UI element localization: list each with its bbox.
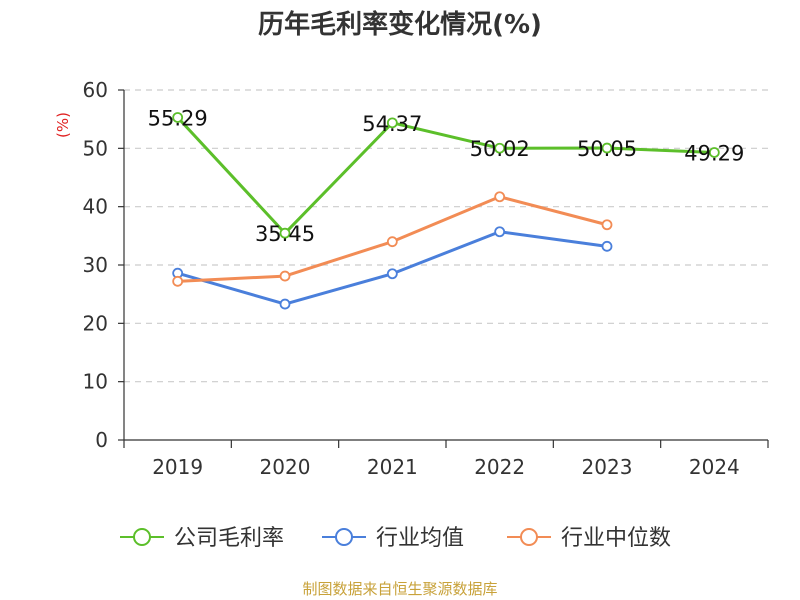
legend-label: 行业均值 [376,526,464,551]
data-point [386,117,398,129]
y-tick-label: 50 [83,136,108,160]
data-point [601,142,613,154]
data-point [601,240,613,252]
data-point [172,112,184,123]
x-tick-label: 2021 [367,455,418,479]
y-tick-label: 10 [83,370,108,394]
data-label: 49.29 [684,141,744,165]
legend-marker [335,528,353,546]
footer-source: 制图数据来自恒生聚源数据库 [302,580,498,598]
y-tick-label: 30 [83,253,108,277]
legend-label: 行业中位数 [561,526,671,551]
data-point [172,275,184,287]
data-point [494,142,506,154]
x-tick-label: 2024 [689,455,740,479]
y-axis-label: (%) [54,112,72,138]
chart-title: 历年毛利率变化情况(%) [258,10,542,40]
data-point [279,227,291,239]
data-point [494,191,506,203]
legend-marker [520,528,538,546]
data-point [386,236,398,248]
data-point [279,298,291,310]
legend-label: 公司毛利率 [174,526,284,551]
data-point [708,147,720,158]
data-point [386,268,398,280]
data-label: 54.37 [362,112,422,136]
series-line [176,116,715,235]
data-label: 50.05 [577,137,637,161]
x-tick-label: 2023 [582,455,633,479]
data-label: 35.45 [255,222,315,246]
data-point [279,270,291,282]
data-label: 50.02 [470,137,530,161]
y-tick-label: 0 [95,428,108,452]
y-tick-label: 20 [83,311,108,335]
x-tick-label: 2020 [260,455,311,479]
legend-marker [133,528,151,546]
x-tick-label: 2022 [474,455,525,479]
data-point [601,219,613,231]
data-label: 55.29 [148,106,208,130]
x-tick-label: 2019 [152,455,203,479]
y-tick-label: 40 [83,195,108,219]
data-point [494,226,506,238]
y-tick-label: 60 [83,78,108,102]
